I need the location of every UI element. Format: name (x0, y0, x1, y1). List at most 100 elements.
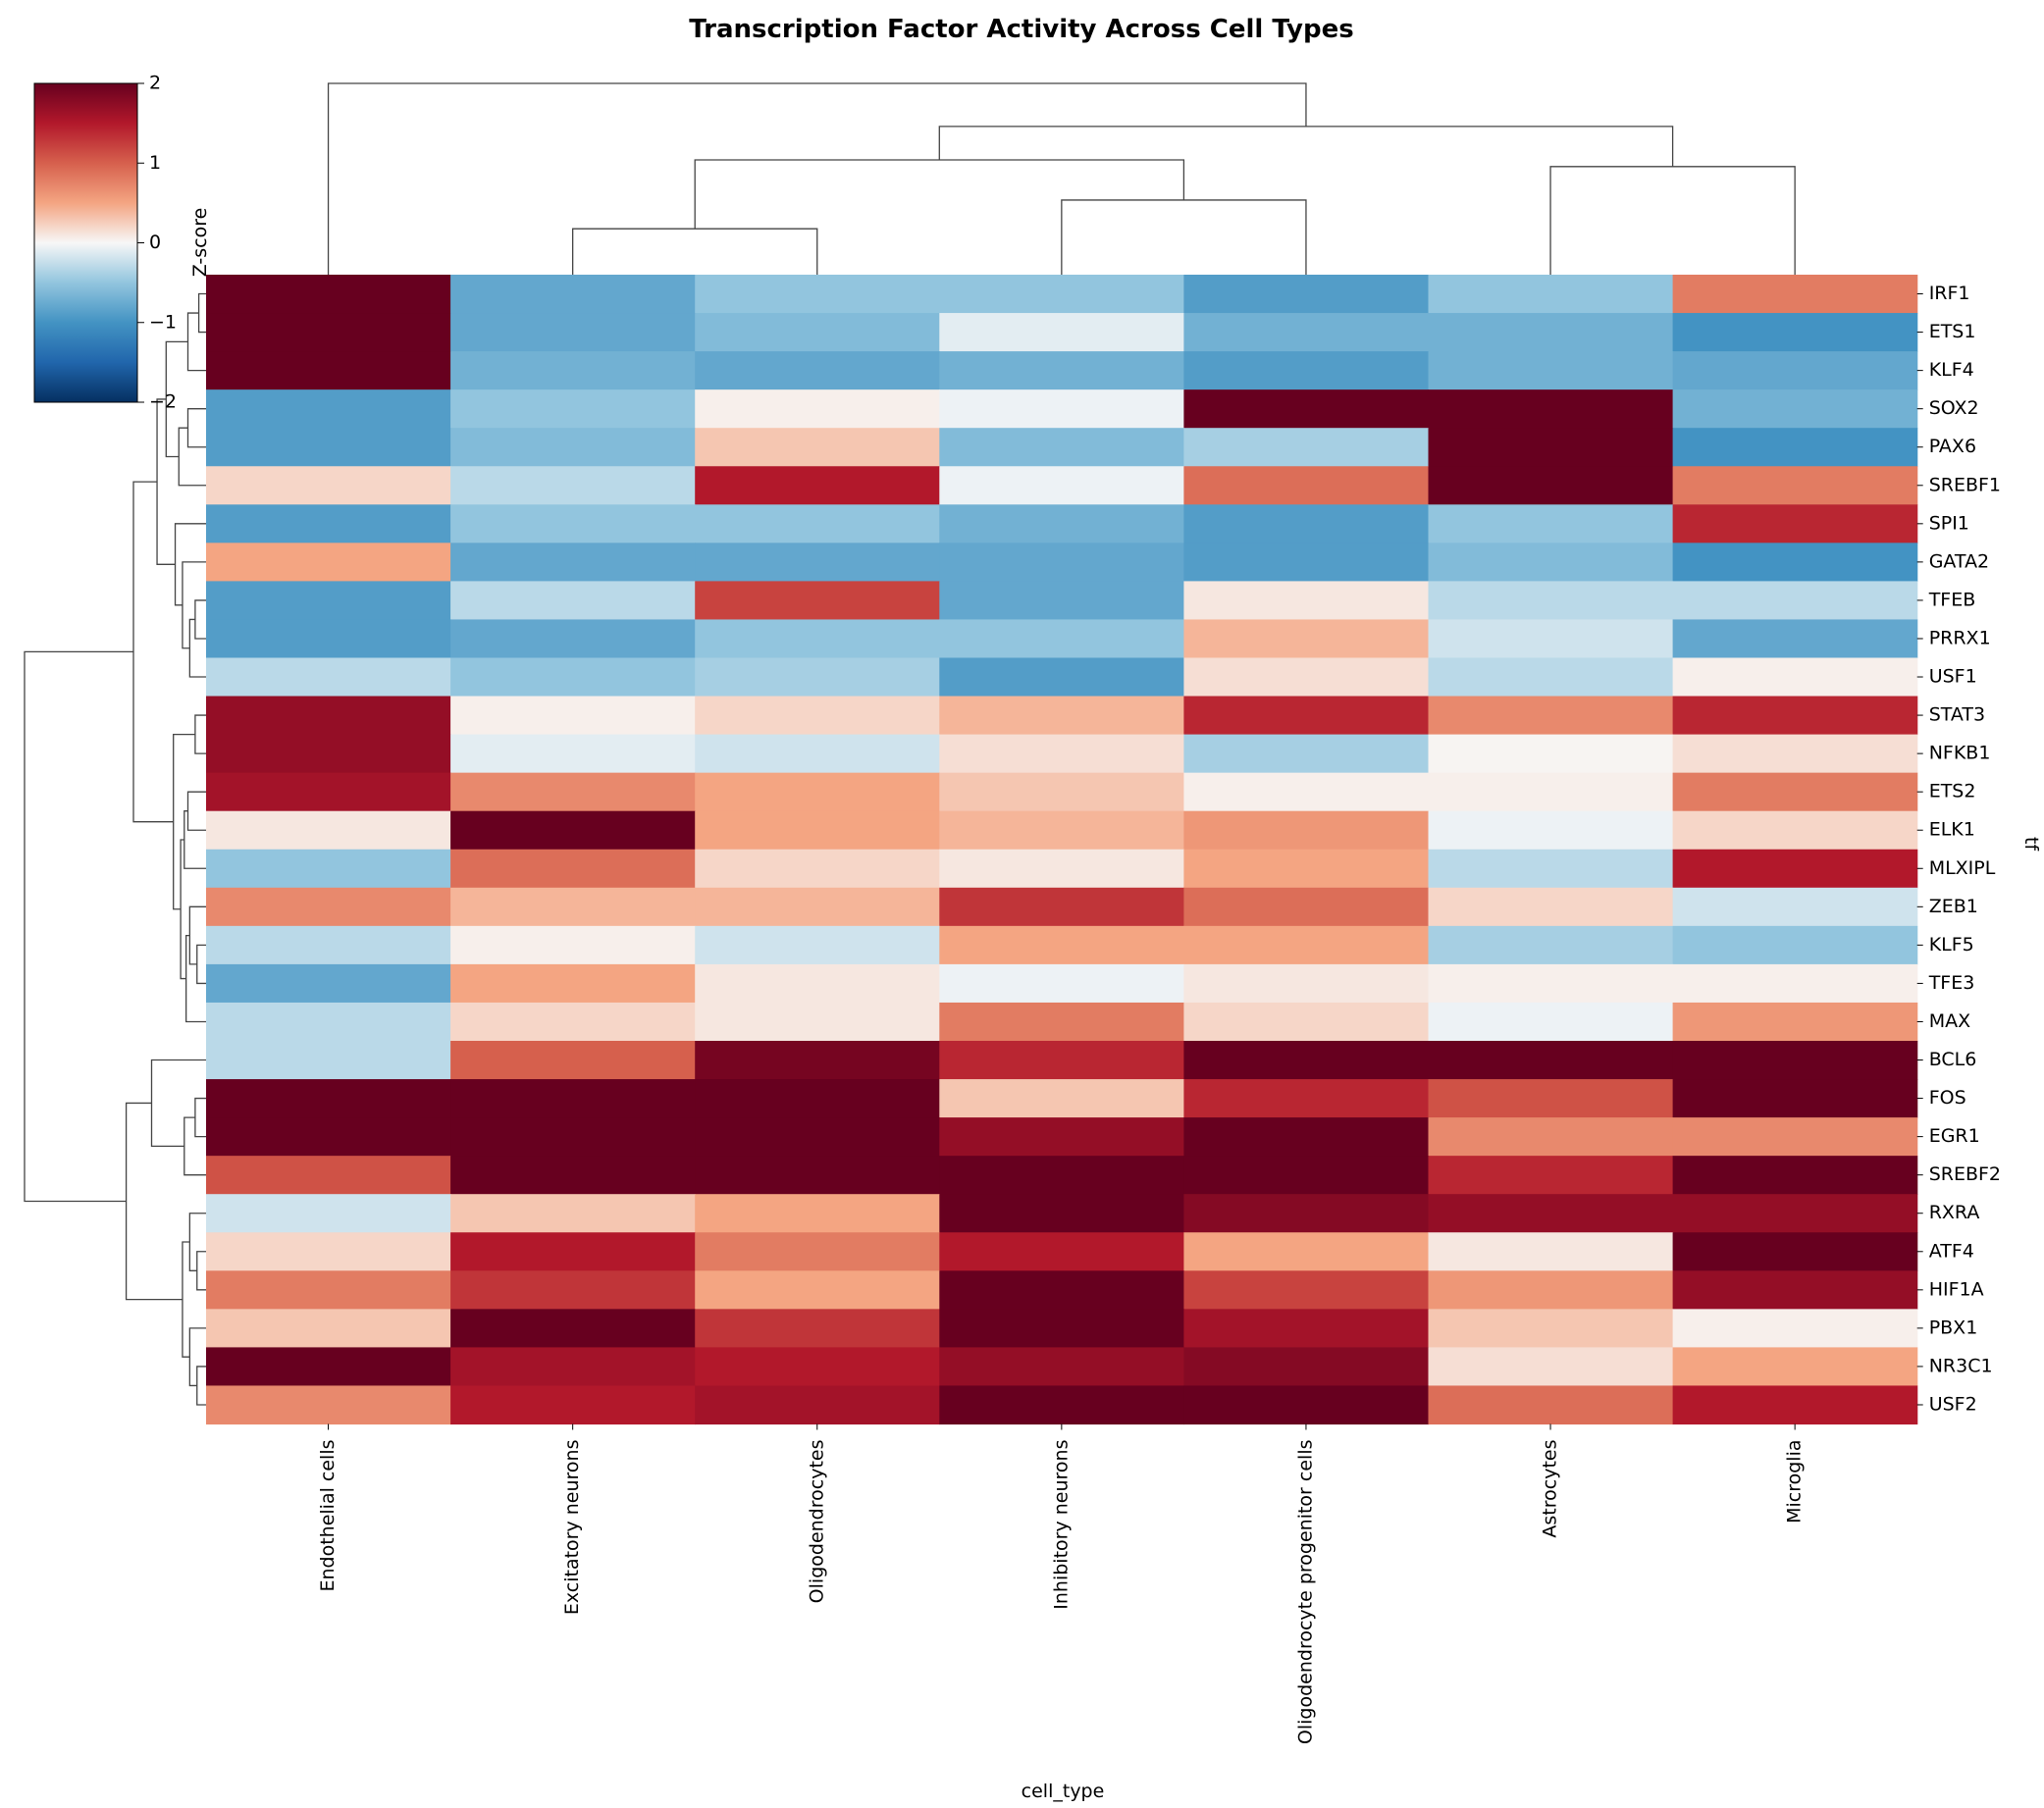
heatmap-cell (939, 925, 1184, 965)
heatmap-cell (1428, 313, 1674, 352)
heatmap-cell (939, 389, 1184, 429)
heatmap-cell (1672, 466, 1918, 505)
heatmap-cell (1428, 1156, 1674, 1195)
row-label: PRRX1 (1929, 627, 1991, 648)
heatmap-cell (1183, 1347, 1430, 1387)
heatmap-cell (1428, 466, 1674, 505)
heatmap-cell (1672, 925, 1918, 965)
row-label: TFE3 (1928, 972, 1975, 994)
heatmap-cell (450, 313, 696, 352)
row-label: IRF1 (1929, 283, 1970, 304)
heatmap-cell (450, 1194, 696, 1233)
heatmap-cell (206, 619, 451, 659)
heatmap-cell (1183, 1270, 1430, 1310)
heatmap-cell (939, 810, 1184, 851)
heatmap-cell (695, 581, 940, 621)
heatmap-cell (1183, 849, 1430, 889)
heatmap-cell (450, 389, 696, 429)
heatmap-cell (450, 1117, 696, 1157)
y-axis-label: tf (2020, 837, 2042, 852)
heatmap-cell (206, 734, 451, 774)
heatmap-cell (1428, 1270, 1674, 1310)
row-label: NFKB1 (1929, 743, 1991, 764)
column-dendrogram (327, 82, 1796, 275)
dendrogram-branch (694, 159, 1185, 230)
x-axis-label: cell_type (1022, 1781, 1105, 1802)
heatmap-cell (206, 1194, 451, 1233)
dendrogram-branch (132, 481, 174, 823)
heatmap-cell (1672, 1270, 1918, 1310)
row-label: USF1 (1929, 666, 1977, 688)
heatmap-cell (1428, 1079, 1674, 1118)
heatmap-cell (939, 1194, 1184, 1233)
dendrogram-branch (180, 839, 186, 980)
row-label: ETS1 (1929, 321, 1976, 342)
heatmap-cell (206, 542, 451, 582)
heatmap-cell (695, 772, 940, 812)
heatmap-cell (1672, 275, 1918, 314)
dendrogram-branch (572, 228, 818, 275)
heatmap-cell (939, 1079, 1184, 1118)
heatmap-cell (1183, 542, 1430, 582)
heatmap-cell (1672, 1194, 1918, 1233)
heatmap-cell (1183, 619, 1430, 659)
heatmap-cell (695, 925, 940, 965)
heatmap-cell (695, 1347, 940, 1387)
heatmap-cell (1183, 925, 1430, 965)
heatmap-cell (695, 849, 940, 889)
heatmap-cell (1428, 1232, 1674, 1271)
heatmap-cell (939, 351, 1184, 390)
row-label: KLF4 (1929, 359, 1974, 381)
colorbar: 2 1 0 −1 −2 Z-score (33, 73, 211, 413)
heatmap-cell (1183, 657, 1430, 697)
heatmap-cell (1672, 1117, 1918, 1157)
heatmap-cell (1183, 275, 1430, 314)
heatmap-cell (1672, 313, 1918, 352)
heatmap-cell (206, 1156, 451, 1195)
dendrogram-branch (197, 292, 206, 334)
heatmap-cell (1428, 925, 1674, 965)
heatmap-cell (1428, 504, 1674, 543)
heatmap-cell (450, 772, 696, 812)
heatmap-cell (695, 734, 940, 774)
colorbar-tick-label: −2 (149, 391, 177, 413)
heatmap-cell (1428, 542, 1674, 582)
row-label: EGR1 (1929, 1125, 1980, 1147)
row-dendrogram (24, 292, 206, 1406)
heatmap-cell (1672, 657, 1918, 697)
row-label: FOS (1929, 1087, 1966, 1109)
heatmap-cell (695, 1194, 940, 1233)
heatmap-cell (1428, 810, 1674, 851)
row-label: STAT3 (1929, 704, 1985, 726)
dendrogram-branch (150, 1059, 206, 1148)
heatmap-cell (206, 1079, 451, 1118)
heatmap-cell (1428, 1002, 1674, 1042)
dendrogram-branch (194, 1097, 206, 1138)
heatmap-cell (450, 1347, 696, 1387)
heatmap-cell (939, 1232, 1184, 1271)
heatmap-cell (1183, 1194, 1430, 1233)
heatmap-cell (695, 810, 940, 851)
heatmap-cell (1183, 428, 1430, 467)
heatmap-cell (1672, 351, 1918, 390)
row-label: PAX6 (1929, 436, 1976, 457)
heatmap-cell (1428, 657, 1674, 697)
dendrogram-branch (1549, 166, 1796, 275)
row-label: SOX2 (1929, 397, 1979, 419)
column-label: Inhibitory neurons (1050, 1440, 1072, 1610)
heatmap-cell (695, 466, 940, 505)
heatmap-cell (206, 504, 451, 543)
heatmap-cell (1428, 389, 1674, 429)
heatmap-cell (939, 696, 1184, 736)
heatmap-cell (1672, 772, 1918, 812)
heatmap-cell (450, 275, 696, 314)
heatmap-cell (1428, 275, 1674, 314)
heatmap-cell (1428, 849, 1674, 889)
column-label: Endothelial cells (317, 1440, 339, 1592)
heatmap-cell (1183, 466, 1430, 505)
heatmap-cell (206, 1385, 451, 1425)
row-label: HIF1A (1929, 1278, 1984, 1300)
heatmap-cell (450, 619, 696, 659)
heatmap-cell (206, 696, 451, 736)
